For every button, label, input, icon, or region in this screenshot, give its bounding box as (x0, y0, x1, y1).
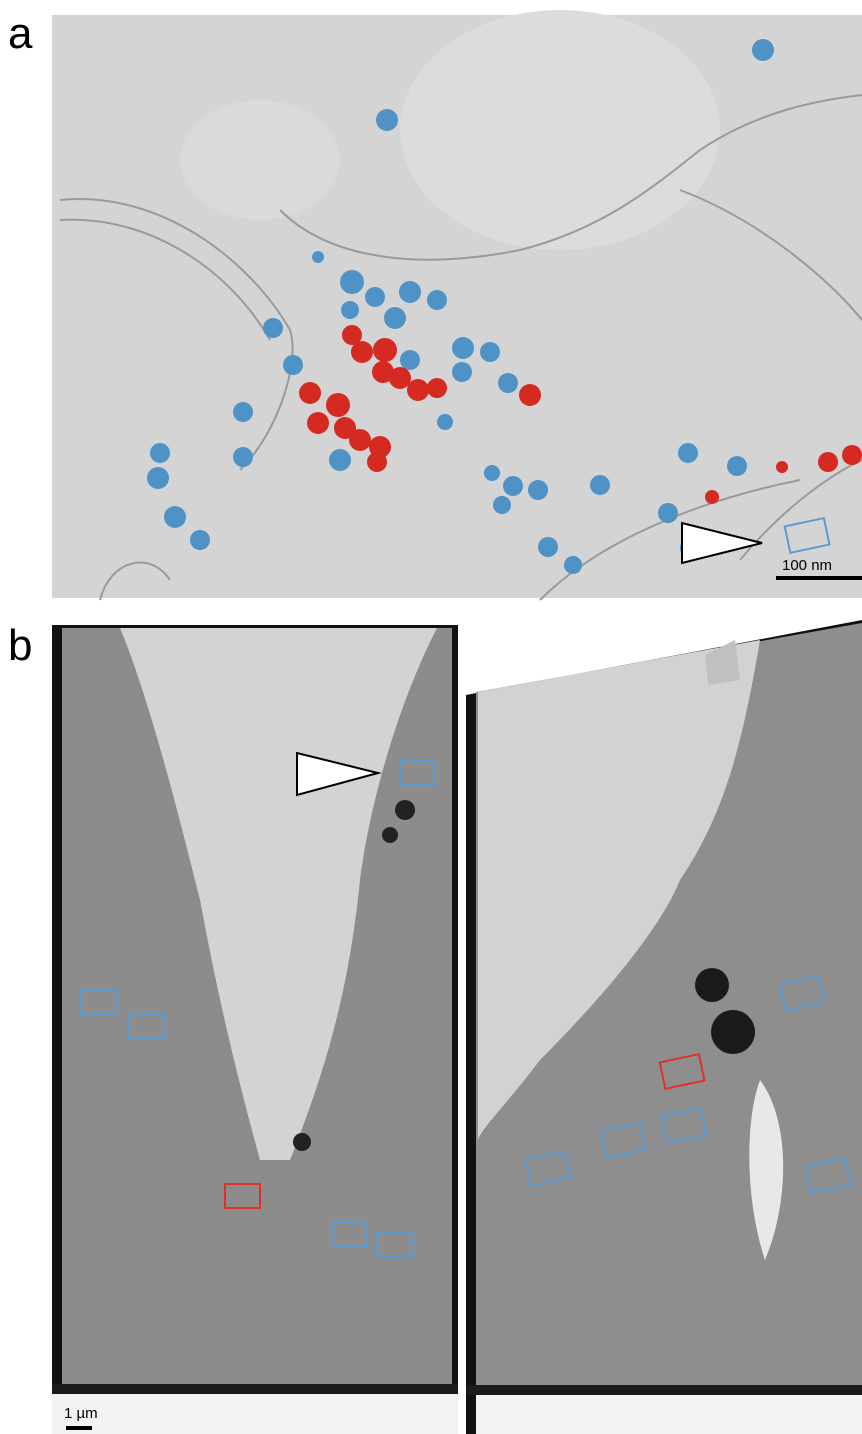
tomogram (52, 10, 862, 600)
lamella-right (466, 518, 862, 1434)
scale-bar-label: 100 nm (782, 557, 832, 574)
panel-label: a (8, 9, 33, 58)
scale-bar-label: 1 µm (64, 1405, 98, 1422)
scale-bar (66, 1426, 92, 1430)
scale-bar (776, 576, 862, 580)
lamella-left (52, 625, 458, 1434)
figure: a (0, 0, 862, 1434)
panel-label: b (8, 621, 32, 670)
